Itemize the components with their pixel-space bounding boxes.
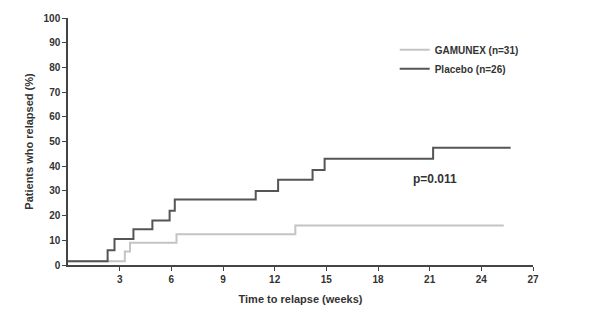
svg-text:GAMUNEX (n=31): GAMUNEX (n=31) [435,45,519,56]
svg-text:9: 9 [220,274,226,285]
svg-text:10: 10 [49,235,61,246]
svg-text:24: 24 [476,274,488,285]
svg-text:6: 6 [169,274,175,285]
svg-text:20: 20 [49,210,61,221]
svg-text:Time to relapse (weeks): Time to relapse (weeks) [239,293,363,305]
svg-text:70: 70 [49,87,61,98]
svg-text:3: 3 [117,274,123,285]
svg-text:21: 21 [424,274,436,285]
svg-text:80: 80 [49,62,61,73]
svg-text:p=0.011: p=0.011 [413,172,457,186]
svg-text:15: 15 [321,274,333,285]
svg-text:Placebo (n=26): Placebo (n=26) [435,64,506,75]
svg-text:90: 90 [49,37,61,48]
svg-text:40: 40 [49,161,61,172]
svg-text:100: 100 [44,13,61,24]
svg-text:27: 27 [527,274,539,285]
svg-text:18: 18 [372,274,384,285]
svg-text:30: 30 [49,185,61,196]
svg-text:0: 0 [55,260,61,271]
svg-text:60: 60 [49,111,61,122]
svg-text:12: 12 [269,274,281,285]
svg-text:Patients who relapsed (%): Patients who relapsed (%) [23,73,35,210]
svg-text:50: 50 [49,136,61,147]
